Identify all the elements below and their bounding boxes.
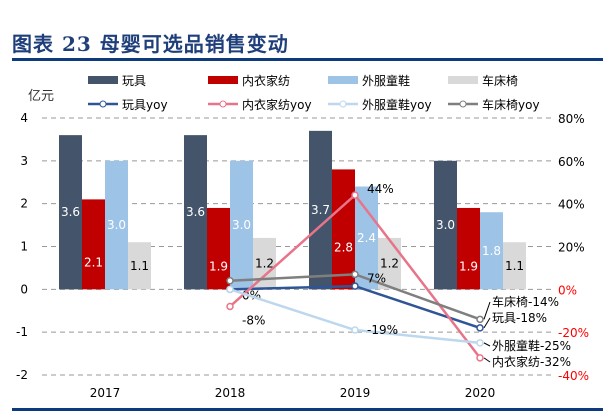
point-label: 7% bbox=[367, 271, 386, 285]
leader-line bbox=[483, 301, 491, 320]
bar-label: 1.8 bbox=[482, 244, 501, 258]
point-玩具yoy bbox=[476, 324, 484, 332]
bar-label: 3.0 bbox=[232, 218, 251, 232]
bar-内衣家纺 bbox=[82, 199, 105, 290]
leader-line bbox=[483, 317, 491, 329]
end-label: 车床椅-14% bbox=[492, 294, 559, 309]
legend-marker bbox=[459, 100, 467, 108]
y2-tick-label: 40% bbox=[558, 198, 585, 212]
y-tick-label: 0 bbox=[20, 282, 28, 296]
point-label: 44% bbox=[367, 182, 394, 196]
bar-外服童鞋 bbox=[105, 160, 128, 290]
point-外服童鞋yoy bbox=[476, 339, 484, 347]
bar-内衣家纺 bbox=[332, 169, 355, 290]
legend-label: 外服童鞋yoy bbox=[362, 97, 432, 112]
y-axis-unit: 亿元 bbox=[28, 89, 54, 104]
y2-tick-label: 60% bbox=[558, 155, 585, 169]
bar-label: 1.9 bbox=[209, 260, 228, 274]
bar-车床椅 bbox=[253, 237, 276, 290]
point-label: -8% bbox=[242, 313, 265, 327]
footer-rule bbox=[12, 408, 603, 411]
bar-label: 1.1 bbox=[130, 259, 149, 273]
bar-外服童鞋 bbox=[355, 186, 378, 290]
y2-tick-label: 80% bbox=[558, 112, 585, 126]
point-车床椅yoy bbox=[351, 270, 359, 279]
x-tick-label: 2017 bbox=[90, 386, 121, 400]
legend-label: 玩具 bbox=[122, 74, 146, 88]
point-外服童鞋yoy bbox=[226, 285, 234, 294]
legend-marker bbox=[219, 100, 227, 108]
y-tick-label: 3 bbox=[20, 154, 28, 168]
bar-label: 1.1 bbox=[505, 259, 524, 273]
y-tick-label: 2 bbox=[20, 197, 28, 211]
bar-外服童鞋 bbox=[230, 160, 253, 290]
y2-tick-label: 20% bbox=[558, 241, 585, 255]
point-内衣家纺yoy bbox=[351, 191, 359, 199]
end-label: 外服童鞋-25% bbox=[492, 338, 571, 353]
bar-车床椅 bbox=[128, 242, 151, 290]
leader-line bbox=[483, 357, 491, 363]
point-内衣家纺yoy bbox=[476, 354, 484, 362]
y-tick-label: 4 bbox=[20, 111, 28, 125]
point-label: -19% bbox=[367, 323, 398, 337]
figure-title: 图表 23 母婴可选品销售变动 bbox=[12, 32, 289, 56]
legend-marker bbox=[339, 100, 347, 108]
end-label: 内衣家纺-32% bbox=[492, 354, 571, 369]
bar-玩具 bbox=[309, 130, 332, 290]
y-tick-label: -1 bbox=[16, 325, 28, 339]
point-外服童鞋yoy bbox=[351, 326, 359, 334]
point-车床椅yoy bbox=[476, 315, 484, 324]
y2-tick-label: -20% bbox=[558, 326, 589, 340]
bar-label: 1.2 bbox=[255, 257, 274, 271]
bar-label: 2.8 bbox=[334, 240, 353, 254]
bar-label: 3.7 bbox=[311, 203, 330, 217]
x-tick-label: 2019 bbox=[340, 386, 371, 400]
legend-swatch bbox=[208, 76, 238, 84]
bar-label: 2.4 bbox=[357, 231, 376, 245]
y2-tick-label: -40% bbox=[558, 369, 589, 383]
legend-swatch bbox=[448, 76, 478, 84]
legend-marker bbox=[99, 100, 107, 108]
x-tick-label: 2020 bbox=[465, 386, 496, 400]
bar-玩具 bbox=[184, 135, 207, 290]
title-rule bbox=[12, 58, 603, 61]
bar-label: 3.6 bbox=[61, 205, 80, 219]
y-tick-label: 1 bbox=[20, 240, 28, 254]
bar-车床椅 bbox=[503, 242, 526, 290]
legend-label: 内衣家纺yoy bbox=[242, 97, 312, 112]
x-tick-label: 2018 bbox=[215, 386, 246, 400]
bar-label: 3.0 bbox=[436, 218, 455, 232]
legend-swatch bbox=[328, 76, 358, 84]
legend-label: 玩具yoy bbox=[122, 98, 168, 112]
bar-内衣家纺 bbox=[207, 207, 230, 290]
bar-label: 1.2 bbox=[380, 257, 399, 271]
end-label: 玩具-18% bbox=[492, 311, 547, 325]
bar-内衣家纺 bbox=[457, 207, 480, 290]
point-车床椅yoy bbox=[226, 277, 234, 285]
bar-车床椅 bbox=[378, 237, 401, 290]
bar-label: 3.6 bbox=[186, 205, 205, 219]
legend-label: 内衣家纺 bbox=[242, 73, 290, 88]
bar-label: 1.9 bbox=[459, 260, 478, 274]
legend-swatch bbox=[88, 76, 118, 84]
bar-玩具 bbox=[434, 160, 457, 290]
leader-line bbox=[483, 342, 491, 347]
point-玩具yoy bbox=[351, 282, 359, 290]
y-tick-label: -2 bbox=[16, 368, 28, 382]
bar-外服童鞋 bbox=[480, 212, 503, 290]
point-内衣家纺yoy bbox=[226, 302, 234, 311]
bar-label: 3.0 bbox=[107, 218, 126, 232]
legend-label: 外服童鞋 bbox=[362, 73, 410, 88]
legend-label: 车床椅yoy bbox=[482, 97, 540, 112]
bar-label: 2.1 bbox=[84, 255, 103, 269]
bar-玩具 bbox=[59, 135, 82, 290]
y2-tick-label: 0% bbox=[558, 283, 577, 297]
legend-label: 车床椅 bbox=[482, 73, 518, 88]
